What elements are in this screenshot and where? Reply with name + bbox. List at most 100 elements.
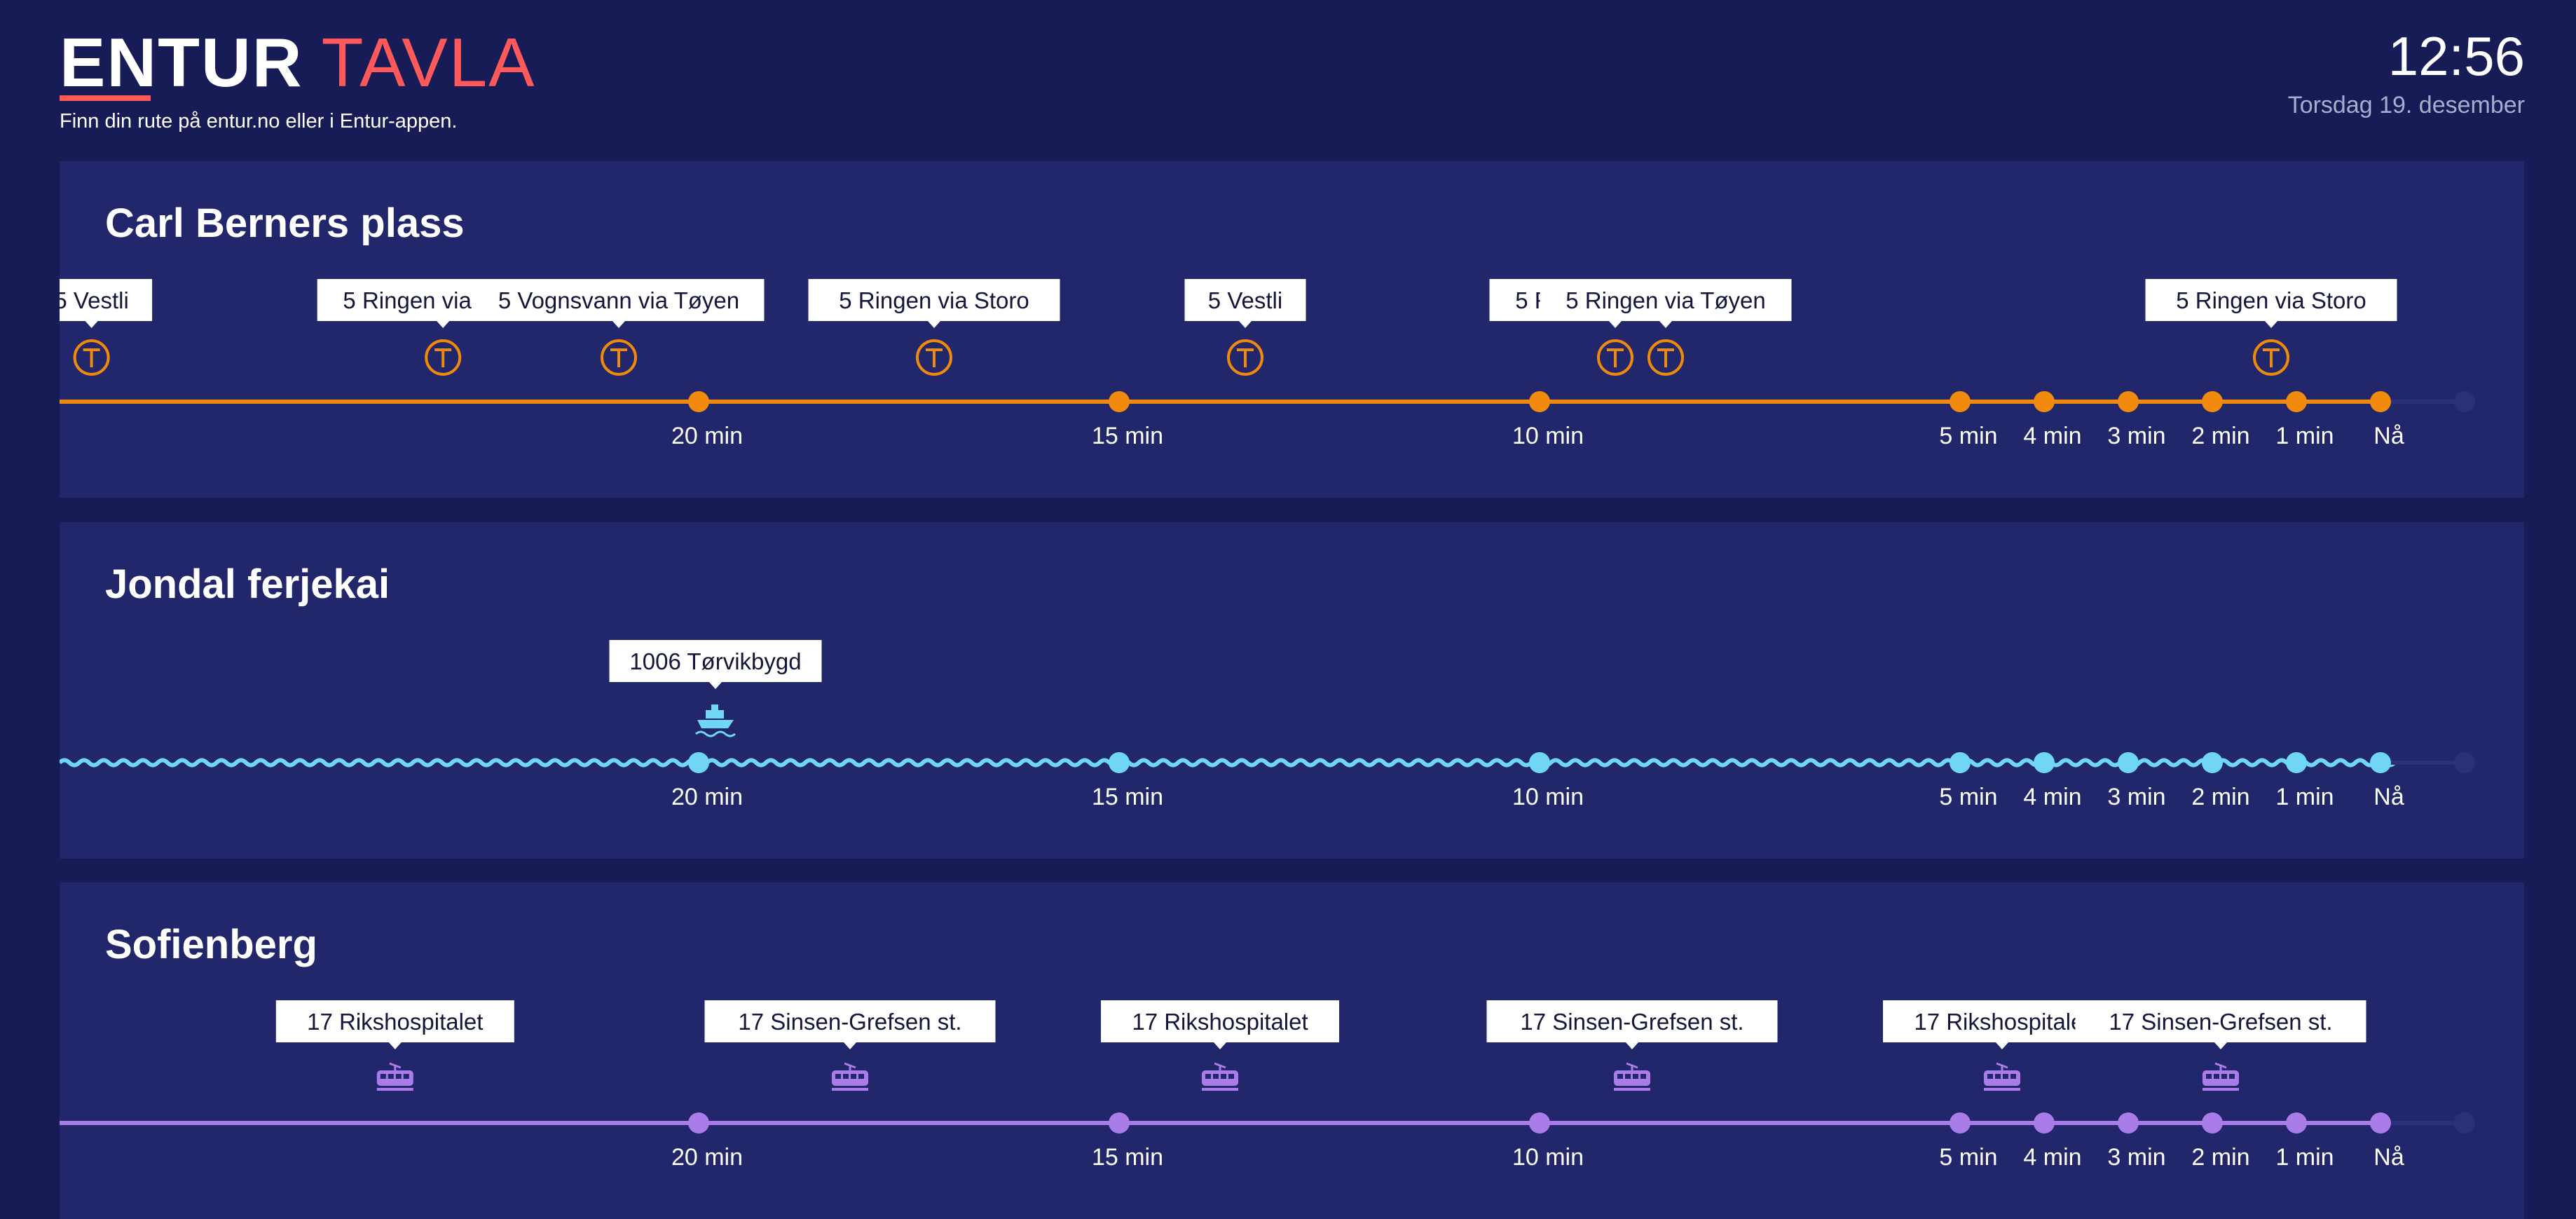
stop-title: Sofienberg — [105, 922, 317, 967]
departure-label-pointer — [612, 321, 625, 328]
time-marker-dot — [2202, 1112, 2223, 1133]
time-marker-dot — [1950, 1112, 1971, 1133]
departure[interactable]: 17 Sinsen-Grefsen st. — [1486, 1000, 1778, 1091]
departure[interactable]: 5 Ringen via Storo — [2145, 279, 2397, 376]
time-label: 4 min — [2023, 784, 2081, 810]
departure[interactable]: 17 Sinsen-Grefsen st. — [2075, 1000, 2366, 1091]
departure[interactable]: 5 Vognsvann via Tøyen — [473, 279, 765, 376]
departure-label-box — [60, 279, 153, 321]
departure-label: 17 Rikshospitalet — [1132, 1009, 1308, 1035]
time-label: 5 min — [1939, 423, 1997, 449]
departure-label-pointer — [1659, 321, 1672, 328]
departure-label-pointer — [388, 1042, 402, 1049]
departure-label-box — [609, 640, 822, 682]
departure[interactable]: 1006 Tørvikbygd — [609, 640, 822, 737]
time-marker-dot — [688, 391, 709, 412]
departure[interactable]: 5 Ringen via Tøyen — [1540, 279, 1792, 376]
time-label: 4 min — [2023, 423, 2081, 449]
departure[interactable]: 5 Vestli — [1184, 279, 1306, 376]
departure-label-pointer — [85, 321, 98, 328]
clock: 12:56 — [2387, 25, 2525, 87]
stop-panel-jondal-ferjekai: Jondal ferjekai 20 min 15 min 10 min 5 min 4… — [60, 522, 2524, 859]
ferry-icon — [695, 704, 736, 737]
time-label: 5 min — [1939, 1144, 1997, 1171]
metro-icon — [1597, 339, 1633, 376]
departure-label-pointer — [844, 1042, 856, 1049]
departure-label-box — [2075, 1000, 2366, 1042]
tram-icon — [1614, 1062, 1650, 1091]
departure-label-pointer — [709, 682, 722, 689]
departure-label-pointer — [2265, 321, 2277, 328]
entur-logo[interactable]: ENTUR TAVLA — [60, 24, 535, 101]
departure-label: 1006 Tørvikbygd — [629, 648, 801, 674]
tram-icon — [2202, 1062, 2239, 1091]
time-marker-dot — [2370, 1112, 2391, 1133]
departure[interactable]: 17 Sinsen-Grefsen st. — [704, 1000, 996, 1091]
departure-label-pointer — [437, 321, 450, 328]
departure-label: 5 Vognsvann via Tøyen — [498, 287, 739, 313]
timeline-end-dot — [2454, 391, 2475, 412]
time-marker-dot — [1109, 1112, 1130, 1133]
time-label: Nå — [2373, 1144, 2404, 1171]
stop-title: Jondal ferjekai — [105, 561, 390, 607]
time-marker-dot — [1109, 752, 1130, 773]
time-label: 15 min — [1092, 784, 1163, 810]
time-marker-dot — [2286, 752, 2307, 773]
time-marker-dot — [1109, 391, 1130, 412]
departure-label-box — [1486, 1000, 1778, 1042]
departure-label-pointer — [1996, 1042, 2008, 1049]
departure-label: 5 Vestli — [60, 287, 129, 313]
metro-icon — [2253, 339, 2289, 376]
time-label: 2 min — [2191, 1144, 2249, 1171]
departure-label: 5 Vestli — [1208, 287, 1282, 313]
departure-label: 17 Sinsen-Grefsen st. — [738, 1009, 961, 1035]
time-label: 20 min — [671, 784, 743, 810]
time-marker-dot — [688, 1112, 709, 1133]
time-label: 3 min — [2107, 423, 2165, 449]
timeline-end-dot — [2454, 752, 2475, 773]
time-label: Nå — [2373, 423, 2404, 449]
stop-title: Carl Berners plass — [105, 200, 465, 246]
time-marker-dot — [2286, 1112, 2307, 1133]
time-label: 15 min — [1092, 1144, 1163, 1171]
timeline-line — [60, 758, 2397, 768]
time-marker-dot — [1529, 391, 1550, 412]
departure-label-box — [2145, 279, 2397, 321]
departure-label: 5 Ringen via Tøyen — [1566, 287, 1766, 313]
time-marker-dot — [2118, 391, 2139, 412]
time-label: 4 min — [2023, 1144, 2081, 1171]
departure-label-pointer — [928, 321, 940, 328]
departure-label: 17 Rikshospitalet — [1914, 1009, 2090, 1035]
time-marker-dot — [1950, 752, 1971, 773]
departure-label-pointer — [1239, 321, 1252, 328]
stop-panel-carl-berners-plass: Carl Berners plass 20 min 15 min 10 min 5 m… — [60, 161, 2524, 498]
departure-label-box — [704, 1000, 996, 1042]
time-marker-dot — [2202, 752, 2223, 773]
time-marker-dot — [2034, 391, 2055, 412]
metro-icon — [1647, 339, 1684, 376]
time-marker-dot — [2118, 752, 2139, 773]
stop-panel-sofienberg: Sofienberg 20 min 15 min 10 min 5 min 4 min 3… — [60, 883, 2524, 1219]
tram-icon — [1202, 1062, 1238, 1091]
time-marker-dot — [2286, 391, 2307, 412]
departure-label-box — [1540, 279, 1792, 321]
tram-icon — [376, 1062, 413, 1091]
departure-label-box — [808, 279, 1060, 321]
time-label: 3 min — [2107, 1144, 2165, 1171]
metro-icon — [916, 339, 952, 376]
time-label: 20 min — [671, 1144, 743, 1171]
time-label: 1 min — [2275, 784, 2334, 810]
departure-label-pointer — [2214, 1042, 2227, 1049]
time-marker-dot — [688, 752, 709, 773]
timeline-metro: 20 min 15 min 10 min 5 min 4 min 3 min 2 min 1 … — [60, 279, 2475, 449]
logo-en: EN — [60, 24, 158, 101]
departure[interactable]: 5 Ringen via Storo — [808, 279, 1060, 376]
departure[interactable]: 5 Vestli — [60, 279, 153, 376]
departure[interactable]: 17 Rikshospitalet — [275, 1000, 514, 1091]
departure[interactable]: 17 Rikshospitalet — [1101, 1000, 1339, 1091]
departure-label-box — [275, 1000, 514, 1042]
departure-label: 17 Rikshospitalet — [307, 1009, 483, 1035]
departure-label-pointer — [1214, 1042, 1226, 1049]
time-label: 1 min — [2275, 423, 2334, 449]
time-marker-dot — [2202, 391, 2223, 412]
